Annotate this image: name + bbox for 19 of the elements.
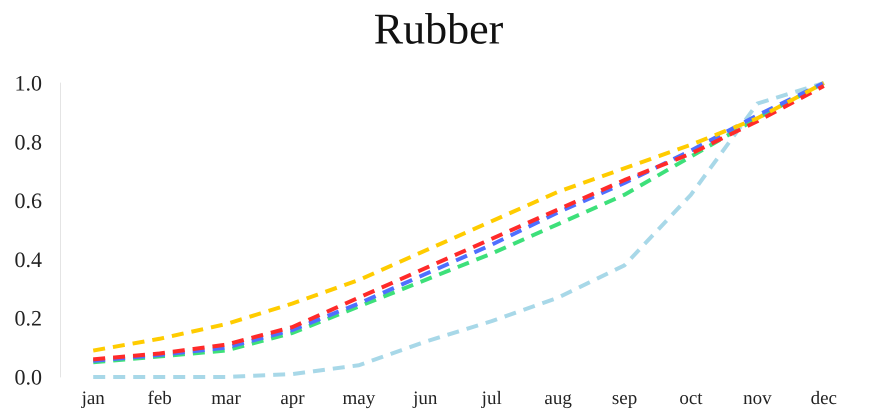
x-tick-label: aug	[544, 388, 572, 409]
x-tick-label: jan	[80, 388, 106, 409]
x-tick-label: mar	[211, 388, 242, 409]
x-tick-label: sep	[612, 388, 638, 409]
x-tick-label: feb	[147, 388, 172, 409]
y-tick-label: 0.2	[14, 306, 42, 331]
x-tick-label: oct	[679, 388, 704, 409]
x-tick-label: jul	[480, 388, 502, 409]
chart-title: Rubber	[374, 4, 504, 54]
x-tick-label: jun	[412, 388, 438, 409]
y-tick-label: 0.4	[14, 246, 42, 272]
x-tick-label: dec	[810, 388, 837, 409]
x-tick-label: apr	[280, 388, 306, 409]
x-tick-label: may	[342, 388, 376, 409]
y-tick-label: 0.6	[14, 188, 42, 214]
x-tick-label: nov	[743, 388, 772, 409]
y-tick-label: 1.0	[14, 70, 42, 96]
y-tick-label: 0.0	[14, 364, 42, 390]
y-tick-label: 0.8	[14, 129, 42, 154]
